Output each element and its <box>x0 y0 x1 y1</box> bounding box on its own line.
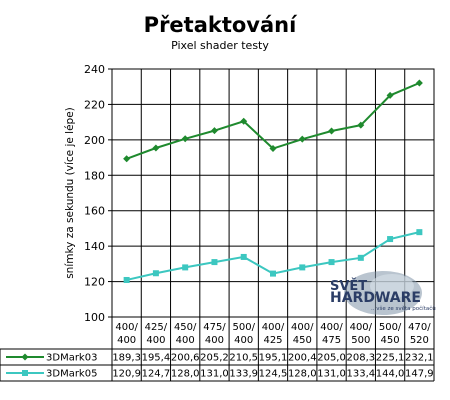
data-point <box>211 259 218 266</box>
data-point <box>123 276 130 283</box>
x-tick-label: 475 <box>322 335 341 346</box>
x-tick-label: 400/ <box>262 322 285 333</box>
x-tick-label: 475/ <box>203 322 226 333</box>
legend-marker <box>21 353 29 361</box>
y-axis-label: snímky za sekundu (více je lépe) <box>64 107 76 279</box>
x-tick-label: 520 <box>410 335 429 346</box>
x-tick-label: 500/ <box>379 322 402 333</box>
data-point <box>328 259 335 266</box>
x-tick-label: 500 <box>351 335 370 346</box>
table-cell: 208,3 <box>346 353 375 364</box>
legend-marker <box>22 370 28 376</box>
chart-title: Přetaktování <box>144 13 298 37</box>
chart-subtitle: Pixel shader testy <box>171 39 269 52</box>
y-tick-label: 200 <box>84 134 105 147</box>
data-point <box>416 229 423 236</box>
series-layer <box>123 79 423 283</box>
x-tick-label: 425 <box>263 335 282 346</box>
y-tick-label: 120 <box>84 276 105 289</box>
data-point <box>328 127 336 135</box>
data-point <box>415 79 423 87</box>
table-cell: 128,0 <box>288 369 317 380</box>
x-tick-label: 425/ <box>145 322 168 333</box>
x-tick-label: 400 <box>146 335 165 346</box>
table-cell: 205,0 <box>317 353 346 364</box>
table-cell: 225,1 <box>376 353 405 364</box>
table-cell: 195,4 <box>142 353 171 364</box>
x-tick-label: 400 <box>117 335 136 346</box>
table-cell: 147,9 <box>405 369 434 380</box>
y-tick-label: 220 <box>84 98 105 111</box>
data-point <box>357 121 365 129</box>
data-point <box>210 127 218 135</box>
x-tick-label: 400 <box>234 335 253 346</box>
table-cell: 133,9 <box>229 369 258 380</box>
table-cell: 200,6 <box>171 353 200 364</box>
x-tick-label: 400/ <box>115 322 138 333</box>
svet-hardware-logo: SVĚT HARDWARE ...vše ze světa počítačů <box>330 271 436 315</box>
data-point <box>387 236 394 243</box>
y-tick-label: 160 <box>84 205 105 218</box>
data-point <box>357 254 364 261</box>
table-cell: 210,5 <box>229 353 258 364</box>
table-cell: 128,0 <box>171 369 200 380</box>
data-point <box>240 117 248 125</box>
data-point <box>123 155 131 163</box>
y-tick-label: 180 <box>84 169 105 182</box>
x-tick-label: 500/ <box>232 322 255 333</box>
data-point <box>240 253 247 260</box>
legend-label: 3DMark05 <box>46 369 97 380</box>
logo-line2: HARDWARE <box>330 290 421 306</box>
x-tick-label: 450 <box>293 335 312 346</box>
x-tick-label: 400/ <box>350 322 373 333</box>
logo-line1: SVĚT <box>330 278 367 294</box>
table-cell: 133,4 <box>346 369 375 380</box>
x-tick-label: 470/ <box>408 322 431 333</box>
y-tick-label: 240 <box>84 63 105 76</box>
table-cell: 144,0 <box>376 369 405 380</box>
table-cell: 131,0 <box>317 369 346 380</box>
y-tick-labels: 100 120 140 160 180 200 220 240 <box>84 63 105 324</box>
data-point <box>152 144 160 152</box>
y-tick-label: 100 <box>84 311 105 324</box>
table-cell: 189,3 <box>112 353 141 364</box>
x-tick-label: 400 <box>205 335 224 346</box>
table-cell: 120,9 <box>112 369 141 380</box>
data-point <box>181 135 189 143</box>
data-point <box>386 91 394 99</box>
y-tick-label: 140 <box>84 240 105 253</box>
table-cell: 124,5 <box>259 369 288 380</box>
x-tick-label: 400/ <box>291 322 314 333</box>
x-tick-label: 400/ <box>320 322 343 333</box>
data-table: 400/400 425/400 450/400 475/400 500/400 400/4… <box>0 69 435 382</box>
data-point <box>270 270 276 277</box>
logo-line3: ...vše ze světa počítačů <box>371 305 436 312</box>
table-cell: 232,1 <box>405 353 434 364</box>
data-point <box>299 264 306 271</box>
table-cell: 200,4 <box>288 353 317 364</box>
table-cell: 124,7 <box>142 369 171 380</box>
x-tick-label: 450 <box>381 335 400 346</box>
x-tick-label: 400 <box>176 335 195 346</box>
data-point <box>182 264 189 271</box>
data-point <box>269 145 277 153</box>
legend-label: 3DMark03 <box>46 353 97 364</box>
data-point <box>152 270 159 277</box>
data-point <box>298 135 306 143</box>
logo-highlight-shape <box>370 274 414 298</box>
table-cell: 195,1 <box>259 353 288 364</box>
table-cell: 131,0 <box>200 369 229 380</box>
table-cell: 205,2 <box>200 353 229 364</box>
x-tick-label: 450/ <box>174 322 197 333</box>
